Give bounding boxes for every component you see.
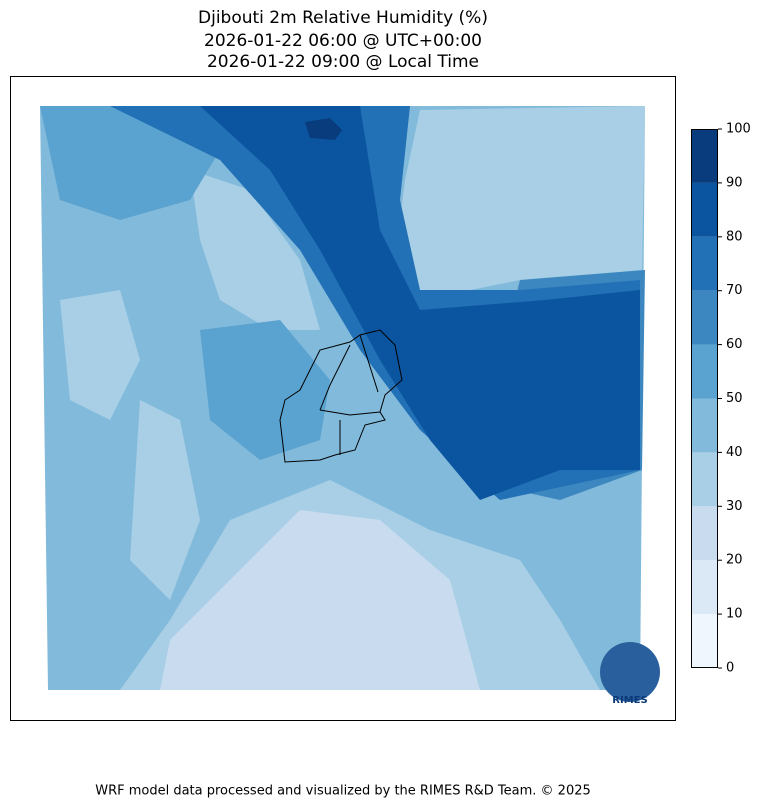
colorbar-tick-label: 100 xyxy=(726,122,751,137)
contour xyxy=(200,320,330,460)
contour xyxy=(200,106,640,500)
colorbar-segment xyxy=(691,236,718,291)
colorbar-segment xyxy=(691,129,718,183)
contour xyxy=(305,118,342,140)
title-line: 2026-01-22 09:00 @ Local Time xyxy=(207,52,479,72)
colorbar-tick-label: 50 xyxy=(726,391,743,406)
colorbar-segment xyxy=(691,506,718,561)
colorbar-segment xyxy=(691,290,718,345)
title-line: 2026-01-22 06:00 @ UTC+00:00 xyxy=(204,31,482,51)
colorbar-tick-label: 20 xyxy=(726,553,743,568)
colorbar-tick-label: 60 xyxy=(726,337,743,352)
title-line: Djibouti 2m Relative Humidity (%) xyxy=(198,8,488,28)
contour xyxy=(130,400,200,600)
footer: WRF model data processed and visualized … xyxy=(95,784,591,799)
logo-text: RIMES xyxy=(612,695,647,706)
colorbar-segment xyxy=(691,614,718,668)
colorbar-segment xyxy=(691,452,718,507)
logo-emblem xyxy=(600,642,660,702)
colorbar-outline xyxy=(691,129,718,668)
colorbar-tick-label: 40 xyxy=(726,445,743,460)
contour xyxy=(395,106,645,300)
colorbar: 0 10 20 30 40 50 60 70 80 90 100 xyxy=(691,122,751,676)
colorbar-tick-label: 10 xyxy=(726,607,743,622)
contour xyxy=(190,170,320,330)
colorbar-tick-label: 0 xyxy=(726,661,734,676)
contour xyxy=(160,510,480,690)
contour xyxy=(60,290,140,420)
colorbar-tick-label: 80 xyxy=(726,229,743,244)
country-border xyxy=(279,329,403,463)
colorbar-tick-label: 70 xyxy=(726,283,743,298)
colorbar-segment xyxy=(691,560,718,615)
map: RIMES xyxy=(40,106,660,706)
colorbar-segment xyxy=(691,398,718,453)
colorbar-segment xyxy=(691,182,718,237)
colorbar-tick-label: 30 xyxy=(726,499,743,514)
colorbar-segment xyxy=(691,344,718,399)
colorbar-tick-label: 90 xyxy=(726,175,743,190)
